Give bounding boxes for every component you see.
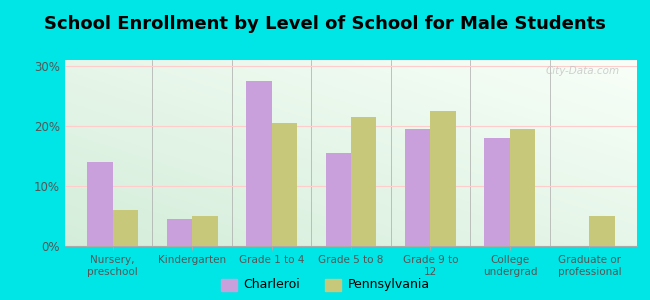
Bar <box>510 129 536 246</box>
Bar <box>351 117 376 246</box>
Bar <box>272 123 297 246</box>
Bar <box>166 219 192 246</box>
Bar <box>326 153 351 246</box>
Bar <box>430 111 456 246</box>
Legend: Charleroi, Pennsylvania: Charleroi, Pennsylvania <box>220 278 430 291</box>
Bar <box>405 129 430 246</box>
Bar <box>192 216 218 246</box>
Bar <box>246 81 272 246</box>
Bar <box>484 138 510 246</box>
Bar <box>590 216 615 246</box>
Text: City-Data.com: City-Data.com <box>546 66 620 76</box>
Bar <box>112 210 138 246</box>
Bar <box>87 162 112 246</box>
Text: School Enrollment by Level of School for Male Students: School Enrollment by Level of School for… <box>44 15 606 33</box>
